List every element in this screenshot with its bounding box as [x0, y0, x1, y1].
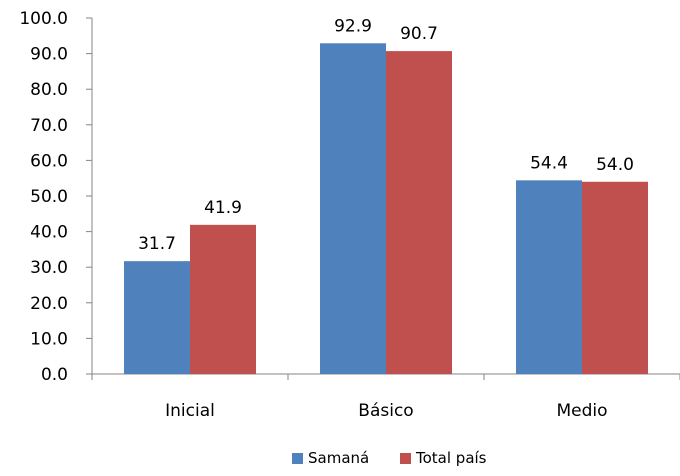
y-tick-label: 10.0	[30, 329, 68, 349]
x-category-label: Medio	[556, 401, 607, 421]
data-label: 92.9	[334, 16, 372, 36]
legend-label: Samaná	[308, 449, 369, 467]
data-label: 31.7	[138, 234, 176, 254]
bar-samana	[124, 261, 190, 374]
x-category-label: Inicial	[165, 401, 215, 421]
data-labels: 31.7 41.9 92.9 90.7 54.4 54.0	[138, 16, 634, 254]
y-tick-label: 80.0	[30, 80, 68, 100]
y-tick-label: 0.0	[41, 365, 68, 385]
bar-total-pais	[582, 181, 648, 374]
bar-total-pais	[386, 51, 452, 374]
legend: Samaná Total país	[292, 449, 487, 467]
y-axis: 0.0 10.0 20.0 30.0 40.0 50.0 60.0 70.0 80.0 90.0 1…	[19, 9, 93, 385]
bar-samana	[320, 43, 386, 374]
bar-samana	[516, 180, 582, 374]
y-tick-label: 90.0	[30, 45, 68, 65]
legend-label: Total país	[415, 449, 487, 467]
y-tick-label: 20.0	[30, 294, 68, 314]
bars	[124, 43, 648, 374]
y-tick-label: 50.0	[30, 187, 68, 207]
bar-total-pais	[190, 224, 256, 374]
data-label: 90.7	[400, 24, 438, 44]
x-axis: Inicial Básico Medio	[91, 373, 680, 421]
y-tick-label: 30.0	[30, 258, 68, 278]
data-label: 41.9	[204, 198, 242, 218]
y-tick-label: 60.0	[30, 151, 68, 171]
y-tick-label: 100.0	[19, 9, 68, 29]
x-category-label: Básico	[358, 401, 413, 421]
legend-swatch	[400, 453, 411, 464]
data-label: 54.0	[596, 155, 634, 175]
y-tick-label: 40.0	[30, 223, 68, 243]
legend-swatch	[292, 453, 303, 464]
y-tick-label: 70.0	[30, 116, 68, 136]
data-label: 54.4	[530, 153, 568, 173]
